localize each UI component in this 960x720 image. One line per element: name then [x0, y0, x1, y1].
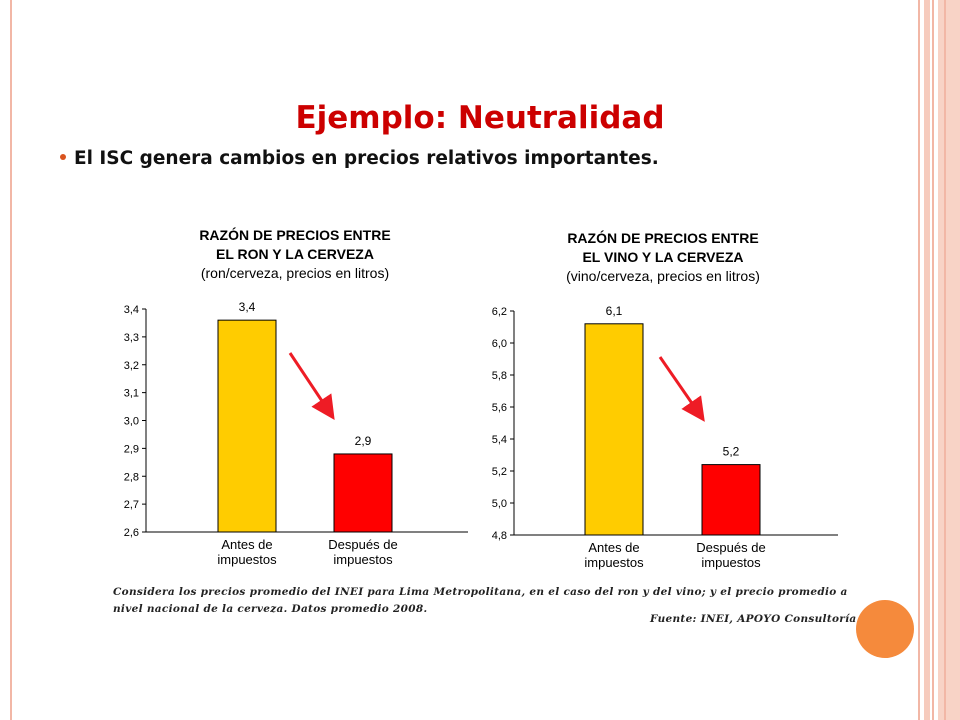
y-tick-label: 3,0: [124, 416, 139, 428]
bar-data-label: 3,4: [239, 300, 256, 314]
y-tick-label: 3,3: [124, 332, 139, 344]
footnote: Considera los precios promedio del INEI …: [113, 586, 848, 615]
chart-2-title-line-1: RAZÓN DE PRECIOS ENTRE: [567, 230, 759, 246]
x-category-label: impuestos: [333, 552, 393, 567]
x-category-label: Antes de: [588, 540, 639, 555]
x-category-label: Antes de: [221, 537, 272, 552]
chart-1-title-line-2: EL RON Y LA CERVEZA: [216, 246, 374, 262]
x-category-label: impuestos: [217, 552, 277, 567]
chart-1-title: RAZÓN DE PRECIOS ENTRE EL RON Y LA CERVE…: [170, 226, 420, 283]
chart-1-title-line-1: RAZÓN DE PRECIOS ENTRE: [199, 227, 391, 243]
y-tick-label: 3,4: [124, 304, 139, 316]
bar-antes: [584, 323, 644, 536]
x-category-label: Después de: [696, 540, 765, 555]
chart-2-title: RAZÓN DE PRECIOS ENTRE EL VINO Y LA CERV…: [538, 229, 788, 286]
down-arrow-icon: [288, 352, 335, 420]
y-tick-label: 5,6: [492, 402, 507, 414]
chart-2-title-line-3: (vino/cerveza, precios en litros): [566, 268, 760, 284]
down-arrow-icon: [658, 356, 705, 422]
y-tick-label: 5,8: [492, 370, 507, 382]
y-tick-label: 5,4: [492, 434, 507, 446]
bar-data-label: 6,1: [606, 304, 623, 318]
bar-data-label: 5,2: [723, 445, 740, 459]
bar-data-label: 2,9: [355, 434, 372, 448]
bullet-text: El ISC genera cambios en precios relativ…: [74, 148, 659, 169]
bar-antes: [217, 319, 277, 533]
y-tick-label: 5,0: [492, 498, 507, 510]
bar-despues: [333, 453, 393, 533]
y-tick-label: 6,0: [492, 338, 507, 350]
y-tick-label: 6,2: [492, 306, 507, 318]
left-frame-line: [10, 0, 12, 720]
slide-title: Ejemplo: Neutralidad: [295, 100, 665, 136]
y-tick-label: 5,2: [492, 466, 507, 478]
x-category-label: Después de: [328, 537, 397, 552]
chart-2-title-line-2: EL VINO Y LA CERVEZA: [582, 249, 744, 265]
source-note: Fuente: INEI, APOYO Consultoría: [650, 613, 857, 625]
bar-despues: [701, 464, 761, 536]
y-tick-label: 2,7: [124, 499, 139, 511]
decorative-circle: [856, 600, 914, 658]
bullet-point: El ISC genera cambios en precios relativ…: [60, 148, 659, 169]
right-frame-stripes: [918, 0, 960, 720]
x-category-label: impuestos: [701, 555, 761, 570]
y-tick-label: 3,1: [124, 388, 139, 400]
bullet-dot-icon: [60, 154, 66, 160]
chart-1-title-line-3: (ron/cerveza, precios en litros): [200, 265, 390, 281]
y-tick-label: 2,9: [124, 443, 139, 455]
x-category-label: impuestos: [584, 555, 644, 570]
y-tick-label: 2,6: [124, 527, 139, 539]
y-tick-label: 3,2: [124, 360, 139, 372]
y-tick-label: 4,8: [492, 530, 507, 542]
y-tick-label: 2,8: [124, 471, 139, 483]
